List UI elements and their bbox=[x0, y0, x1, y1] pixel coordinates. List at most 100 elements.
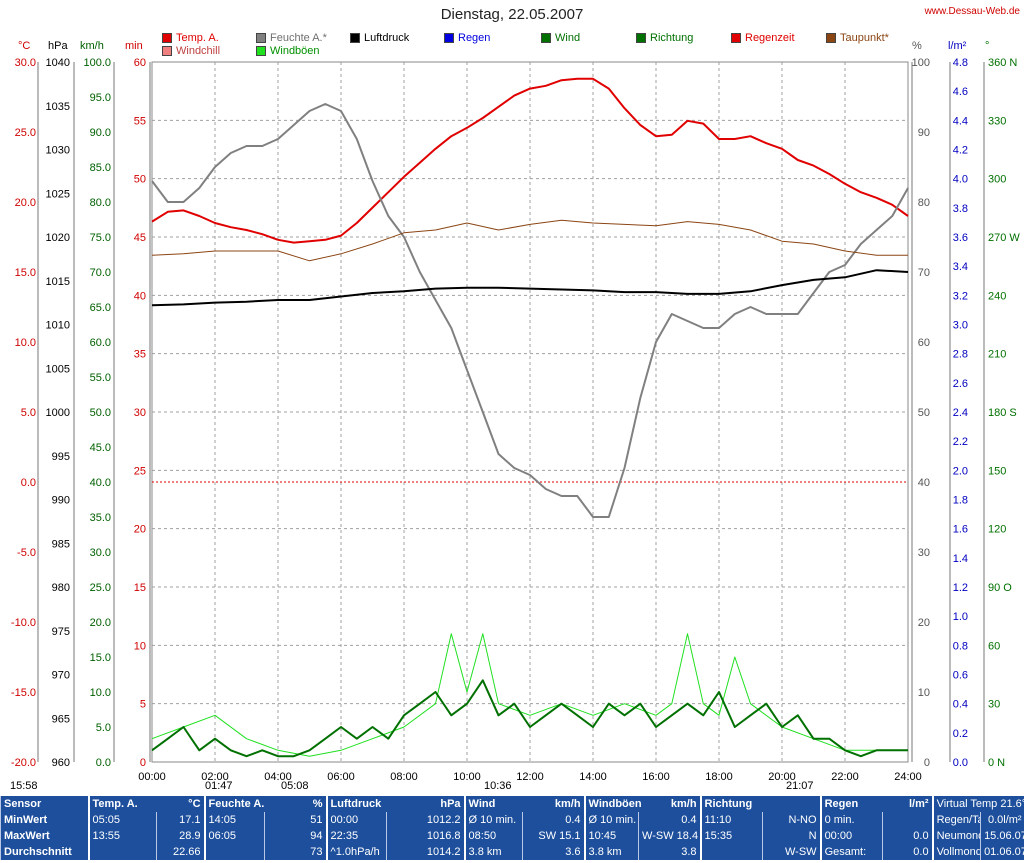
stats-cell: 22:35 bbox=[325, 828, 387, 844]
temp-tick: 20.0 bbox=[15, 197, 36, 209]
time-marker: 15:58 bbox=[10, 780, 38, 792]
rain-tick: 3.8 bbox=[953, 203, 968, 215]
temp-tick: 15.0 bbox=[15, 267, 36, 279]
stats-cell: Regen/Tag bbox=[931, 812, 981, 828]
legend-swatch bbox=[256, 46, 266, 56]
minutes-tick: 30 bbox=[134, 407, 146, 419]
legend-item: Regenzeit bbox=[731, 32, 795, 44]
minutes-tick: 5 bbox=[140, 699, 146, 711]
minutes-tick: 15 bbox=[134, 582, 146, 594]
minutes-tick: 55 bbox=[134, 115, 146, 127]
wind-tick: 95.0 bbox=[90, 92, 111, 104]
rain-tick: 1.8 bbox=[953, 495, 968, 507]
x-tick-label: 14:00 bbox=[579, 771, 607, 783]
pressure-tick: 1025 bbox=[46, 188, 70, 200]
stats-row: MinWert 05:05 17.1 14:05 51 00:00 1012.2 Ø 10 m… bbox=[0, 812, 1024, 828]
series-line-feuchte-a- bbox=[151, 103, 909, 518]
minutes-tick: 45 bbox=[134, 232, 146, 244]
wind-tick: 40.0 bbox=[90, 477, 111, 489]
direction-tick: 60 bbox=[988, 640, 1000, 652]
x-tick-label: 10:00 bbox=[453, 771, 481, 783]
legend-item: Regen bbox=[444, 32, 490, 44]
axis-unit-rain: l/m² bbox=[948, 40, 967, 52]
stats-row: Durchschnitt 22.66 73 ^1.0hPa/h 1014.2 3.8 km… bbox=[0, 844, 1024, 860]
axis-unit-wind: km/h bbox=[80, 40, 104, 52]
x-tick-label: 18:00 bbox=[705, 771, 733, 783]
axis-unit-temp: °C bbox=[18, 40, 31, 52]
legend-item: Wind bbox=[541, 32, 580, 44]
wind-tick: 45.0 bbox=[90, 442, 111, 454]
wind-tick: 60.0 bbox=[90, 337, 111, 349]
x-tick-label: 06:00 bbox=[327, 771, 355, 783]
stats-cell: 00:00 bbox=[819, 828, 883, 844]
stats-cell: MinWert bbox=[0, 812, 89, 828]
temp-tick: 0.0 bbox=[21, 477, 36, 489]
stats-cell: W-SW 18.4 bbox=[638, 828, 701, 844]
humidity-tick: 80 bbox=[918, 197, 930, 209]
rain-tick: 3.6 bbox=[953, 232, 968, 244]
minutes-tick: 0 bbox=[140, 757, 146, 769]
stats-cell: Neumond bbox=[931, 828, 981, 844]
legend-label: Windchill bbox=[176, 45, 221, 57]
stats-cell: Vollmond bbox=[931, 844, 981, 860]
pressure-tick: 975 bbox=[52, 626, 70, 638]
stats-cell bbox=[87, 844, 157, 860]
direction-tick: 30 bbox=[988, 699, 1000, 711]
legend-label: Regen bbox=[458, 32, 491, 44]
direction-tick: 210 bbox=[988, 349, 1006, 361]
humidity-tick: 50 bbox=[918, 407, 930, 419]
stats-cell: 0.4 bbox=[638, 812, 701, 828]
stats-cell: 3.6 bbox=[522, 844, 585, 860]
stats-cell bbox=[882, 812, 933, 828]
rain-tick: 1.6 bbox=[953, 524, 968, 536]
legend-swatch bbox=[731, 33, 741, 43]
minutes-tick: 25 bbox=[134, 465, 146, 477]
pressure-tick: 995 bbox=[52, 451, 70, 463]
axis-unit-pressure: hPa bbox=[48, 40, 68, 52]
pressure-tick: 990 bbox=[52, 495, 70, 507]
direction-tick: 0 N bbox=[988, 757, 1005, 769]
stats-header: Feuchte A.% bbox=[203, 796, 327, 812]
x-tick-label: 00:00 bbox=[138, 771, 166, 783]
axis-unit-direction: ° bbox=[985, 40, 990, 52]
wind-tick: 80.0 bbox=[90, 197, 111, 209]
temp-tick: -20.0 bbox=[11, 757, 36, 769]
stats-cell: 15.06.07 bbox=[980, 828, 1024, 844]
pressure-tick: 985 bbox=[52, 538, 70, 550]
humidity-tick: 40 bbox=[918, 477, 930, 489]
pressure-tick: 970 bbox=[52, 670, 70, 682]
site-link[interactable]: www.Dessau-Web.de bbox=[924, 6, 1020, 17]
direction-tick: 150 bbox=[988, 465, 1006, 477]
stats-cell: 06:05 bbox=[203, 828, 265, 844]
time-marker: 10:36 bbox=[484, 780, 512, 792]
stats-cell: 0 min. bbox=[819, 812, 883, 828]
humidity-tick: 60 bbox=[918, 337, 930, 349]
minutes-tick: 40 bbox=[134, 290, 146, 302]
legend-swatch bbox=[162, 46, 172, 56]
wind-tick: 100.0 bbox=[83, 57, 111, 69]
minutes-tick: 20 bbox=[134, 524, 146, 536]
stats-cell bbox=[699, 844, 763, 860]
legend-item: Taupunkt* bbox=[826, 32, 889, 44]
pressure-tick: 1010 bbox=[46, 320, 70, 332]
legend-item: Richtung bbox=[636, 32, 693, 44]
stats-cell: 01.06.07 bbox=[980, 844, 1024, 860]
legend-item: Windböen bbox=[256, 45, 320, 57]
stats-cell: 3.8 km bbox=[463, 844, 523, 860]
direction-tick: 180 S bbox=[988, 407, 1017, 419]
stats-header: Virtual Temp 21.6°C bbox=[931, 796, 1024, 812]
pressure-tick: 1005 bbox=[46, 363, 70, 375]
series-line-taupunkt- bbox=[151, 219, 908, 262]
legend-label: Feuchte A.* bbox=[270, 32, 327, 44]
temp-tick: 25.0 bbox=[15, 127, 36, 139]
x-tick-label: 02:00 bbox=[201, 771, 229, 783]
time-marker: 05:08 bbox=[281, 780, 309, 792]
humidity-tick: 0 bbox=[924, 757, 930, 769]
minutes-tick: 60 bbox=[134, 57, 146, 69]
temp-tick: 5.0 bbox=[21, 407, 36, 419]
legend-swatch bbox=[162, 33, 172, 43]
temp-tick: -15.0 bbox=[11, 687, 36, 699]
stats-cell: N-NO bbox=[762, 812, 821, 828]
x-tick-label: 20:00 bbox=[768, 771, 796, 783]
rain-tick: 0.6 bbox=[953, 670, 968, 682]
